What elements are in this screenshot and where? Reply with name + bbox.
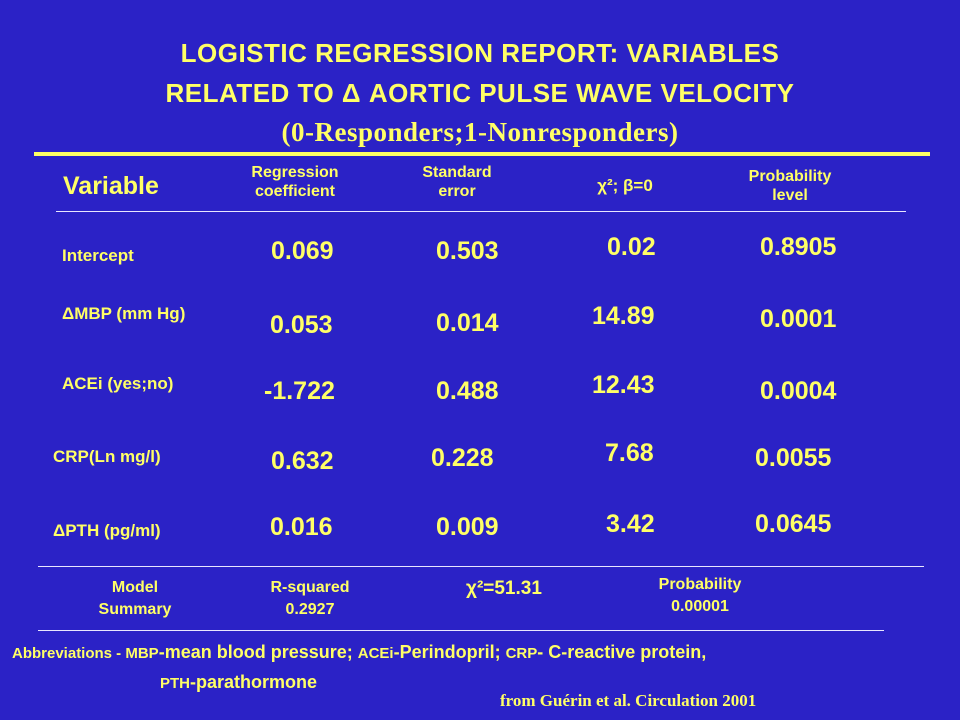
row-mbp-p: 0.0001 bbox=[760, 305, 837, 333]
abbr-acei: ACEi bbox=[357, 645, 394, 662]
title-rule bbox=[34, 152, 930, 156]
header-stderr-line1: Standard bbox=[422, 164, 492, 181]
row-pth-p: 0.0645 bbox=[755, 510, 832, 538]
header-standard-error: Standard error bbox=[402, 163, 512, 201]
title-line-3: (0-Responders;1-Nonresponders) bbox=[281, 117, 679, 147]
summary-rsquared-label: R-squared bbox=[270, 579, 350, 596]
summary-probability-label: Probability bbox=[658, 576, 742, 593]
header-prob-line1: Probability bbox=[748, 168, 832, 185]
header-stderr-line2: error bbox=[438, 183, 476, 200]
header-prob-line2: level bbox=[772, 187, 808, 204]
row-mbp-coef: 0.053 bbox=[270, 311, 333, 339]
row-crp-coef: 0.632 bbox=[271, 447, 334, 475]
row-mbp-chi: 14.89 bbox=[592, 302, 655, 330]
row-intercept-se: 0.503 bbox=[436, 237, 499, 265]
abbr-acei-def: -Perindopril; bbox=[393, 642, 506, 662]
row-pth-coef: 0.016 bbox=[270, 513, 333, 541]
row-pth-chi: 3.42 bbox=[606, 510, 655, 538]
abbr-mbp-def: -mean blood pressure; bbox=[158, 642, 358, 662]
row-label-intercept: Intercept bbox=[62, 246, 134, 265]
source-citation: from Guérin et al. Circulation 2001 bbox=[500, 691, 757, 710]
header-regression-line2: coefficient bbox=[254, 183, 335, 200]
abbr-prefix: Abbreviations - bbox=[12, 645, 126, 662]
abbr-pth: PTH bbox=[160, 675, 190, 692]
row-acei-coef: -1.722 bbox=[264, 377, 335, 405]
summary-rule bbox=[38, 630, 884, 631]
row-intercept-chi: 0.02 bbox=[607, 233, 656, 261]
row-mbp-se: 0.014 bbox=[436, 309, 499, 337]
summary-model-line2: Summary bbox=[98, 601, 172, 618]
abbreviations-line-2: PTH-parathormone bbox=[160, 672, 317, 693]
row-acei-p: 0.0004 bbox=[760, 377, 837, 405]
abbreviations-line-1: Abbreviations - MBP-mean blood pressure;… bbox=[12, 642, 706, 663]
abbr-crp-def: - C-reactive protein, bbox=[537, 642, 707, 662]
title-line-1: LOGISTIC REGRESSION REPORT: VARIABLES bbox=[180, 38, 780, 68]
summary-rsquared-value: 0.2927 bbox=[285, 601, 335, 618]
row-crp-p: 0.0055 bbox=[755, 444, 832, 472]
abbr-mbp: MBP bbox=[125, 645, 159, 662]
header-regression: Regression coefficient bbox=[240, 163, 350, 201]
header-probability: Probability level bbox=[730, 167, 850, 205]
row-acei-chi: 12.43 bbox=[592, 371, 655, 399]
summary-model: Model Summary bbox=[80, 577, 190, 621]
summary-probability-value: 0.00001 bbox=[671, 598, 729, 615]
summary-chi-square: χ²=51.31 bbox=[466, 578, 542, 599]
summary-rsquared: R-squared 0.2927 bbox=[245, 577, 375, 621]
row-intercept-p: 0.8905 bbox=[760, 233, 837, 261]
row-acei-se: 0.488 bbox=[436, 377, 499, 405]
row-label-crp: CRP(Ln mg/l) bbox=[53, 447, 161, 466]
row-intercept-coef: 0.069 bbox=[271, 237, 334, 265]
abbr-crp: CRP bbox=[505, 645, 538, 662]
row-pth-se: 0.009 bbox=[436, 513, 499, 541]
table-bottom-rule bbox=[38, 566, 924, 567]
header-regression-line1: Regression bbox=[251, 164, 339, 181]
row-crp-se: 0.228 bbox=[431, 444, 494, 472]
row-crp-chi: 7.68 bbox=[605, 439, 654, 467]
summary-probability: Probability 0.00001 bbox=[640, 574, 760, 618]
row-label-mbp: ΔMBP (mm Hg) bbox=[62, 304, 186, 323]
header-variable: Variable bbox=[63, 172, 159, 200]
row-label-pth: ΔPTH (pg/ml) bbox=[53, 521, 161, 540]
title-line-2: RELATED TO Δ AORTIC PULSE WAVE VELOCITY bbox=[165, 78, 795, 108]
abbr-pth-def: -parathormone bbox=[190, 672, 318, 692]
header-rule bbox=[56, 211, 906, 212]
summary-model-line1: Model bbox=[111, 579, 159, 596]
header-chi-square: χ²; β=0 bbox=[597, 176, 653, 195]
row-label-acei: ACEi (yes;no) bbox=[62, 374, 174, 393]
